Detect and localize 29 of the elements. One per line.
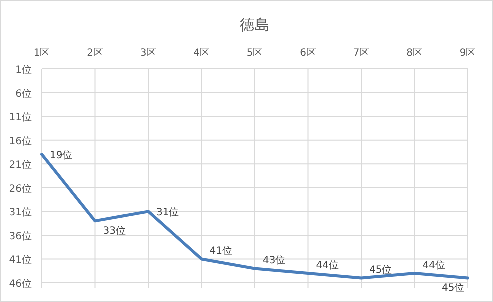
x-tick-label: 5区 — [246, 48, 264, 59]
data-label: 45位 — [370, 265, 392, 276]
data-label: 31位 — [156, 208, 180, 219]
y-tick-label: 31位 — [9, 206, 32, 219]
y-tick-label: 41位 — [9, 254, 32, 266]
data-label: 44位 — [422, 260, 446, 272]
x-tick-label: 1区 — [34, 48, 50, 59]
data-label: 41位 — [210, 246, 232, 258]
title: 徳島 — [240, 16, 270, 34]
x-tick-label: 7区 — [353, 48, 370, 59]
x-tick-label: 9区 — [460, 48, 476, 59]
x-tick-label: 4区 — [194, 48, 210, 59]
y-tick-label: 46位 — [9, 278, 32, 290]
data-label: 45位 — [442, 283, 465, 294]
data-label: 43位 — [263, 256, 286, 267]
data-label: 19位 — [50, 150, 73, 162]
data-label: 33位 — [103, 226, 126, 238]
y-tick-label: 6位 — [16, 88, 32, 100]
y-tick-label: 21位 — [9, 159, 32, 172]
y-tick-label: 26位 — [9, 182, 32, 195]
x-tick-label: 2区 — [87, 48, 104, 59]
x-tick-label: 8区 — [406, 48, 423, 59]
x-tick-label: 6区 — [300, 48, 316, 59]
y-tick-label: 36位 — [9, 230, 32, 242]
data-label: 44位 — [316, 260, 339, 272]
y-tick-label: 11位 — [9, 112, 32, 124]
y-tick-label: 16位 — [9, 135, 32, 148]
x-tick-label: 3区 — [140, 48, 157, 59]
y-tick-label: 1位 — [16, 64, 32, 76]
